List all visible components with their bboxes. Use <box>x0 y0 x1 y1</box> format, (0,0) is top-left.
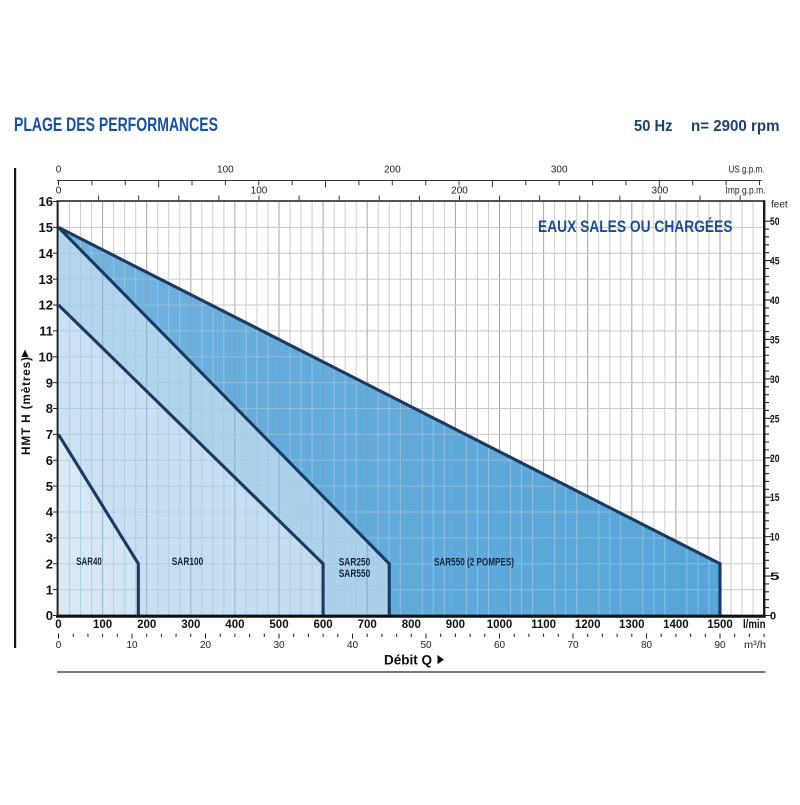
svg-text:200: 200 <box>451 186 468 197</box>
svg-text:2: 2 <box>46 556 53 571</box>
svg-text:8: 8 <box>46 401 53 416</box>
svg-text:Imp g.p.m.: Imp g.p.m. <box>726 186 766 197</box>
svg-text:11: 11 <box>39 324 53 339</box>
svg-text:SAR550 (2 POMPES): SAR550 (2 POMPES) <box>434 556 514 568</box>
svg-text:n= 2900 rpm: n= 2900 rpm <box>691 118 780 135</box>
svg-text:feet: feet <box>771 200 788 211</box>
svg-text:700: 700 <box>358 619 377 631</box>
svg-text:400: 400 <box>225 619 244 631</box>
svg-text:SAR250: SAR250 <box>339 556 371 568</box>
svg-text:60: 60 <box>494 640 506 651</box>
svg-text:HMT H (mètres): HMT H (mètres) <box>19 357 33 455</box>
svg-text:m³/h: m³/h <box>744 640 766 651</box>
svg-text:1200: 1200 <box>575 619 601 631</box>
svg-text:70: 70 <box>567 640 579 651</box>
svg-text:300: 300 <box>652 186 669 197</box>
svg-text:45: 45 <box>770 256 780 268</box>
svg-text:500: 500 <box>269 619 288 631</box>
svg-text:SAR100: SAR100 <box>172 556 204 568</box>
svg-text:35: 35 <box>770 335 780 347</box>
svg-text:16: 16 <box>39 194 53 209</box>
svg-text:0: 0 <box>56 165 62 176</box>
svg-text:100: 100 <box>93 619 112 631</box>
svg-text:6: 6 <box>46 453 53 468</box>
svg-text:300: 300 <box>181 619 200 631</box>
svg-text:0: 0 <box>56 640 62 651</box>
svg-text:10: 10 <box>39 349 53 364</box>
svg-text:90: 90 <box>714 640 726 651</box>
svg-text:1: 1 <box>46 582 53 597</box>
svg-text:US g.p.m.: US g.p.m. <box>729 165 765 176</box>
svg-text:800: 800 <box>402 619 421 631</box>
svg-text:100: 100 <box>217 165 234 176</box>
svg-text:9: 9 <box>46 375 53 390</box>
svg-text:50 Hz: 50 Hz <box>634 118 673 135</box>
svg-text:600: 600 <box>314 619 333 631</box>
svg-text:15: 15 <box>770 492 780 504</box>
svg-text:3: 3 <box>46 531 53 546</box>
svg-text:80: 80 <box>641 640 653 651</box>
svg-text:40: 40 <box>347 640 359 651</box>
svg-text:200: 200 <box>137 619 156 631</box>
svg-text:5: 5 <box>770 571 780 583</box>
svg-text:0: 0 <box>46 608 53 623</box>
svg-text:Débit Q: Débit Q <box>384 652 432 668</box>
svg-text:12: 12 <box>39 298 53 313</box>
svg-text:10: 10 <box>126 640 138 651</box>
svg-text:l/min: l/min <box>743 619 766 631</box>
svg-text:200: 200 <box>384 165 401 176</box>
svg-text:7: 7 <box>46 427 53 442</box>
svg-text:5: 5 <box>46 479 53 494</box>
svg-text:20: 20 <box>770 453 780 465</box>
svg-text:40: 40 <box>770 295 780 307</box>
svg-text:0: 0 <box>56 186 62 197</box>
svg-text:15: 15 <box>39 220 53 235</box>
svg-text:0: 0 <box>55 619 61 631</box>
svg-text:1400: 1400 <box>663 619 689 631</box>
svg-text:10: 10 <box>770 532 780 544</box>
svg-text:20: 20 <box>200 640 212 651</box>
svg-text:25: 25 <box>770 413 780 425</box>
svg-text:SAR550: SAR550 <box>339 568 371 580</box>
svg-text:1300: 1300 <box>619 619 645 631</box>
svg-text:50: 50 <box>420 640 432 651</box>
svg-text:300: 300 <box>551 165 568 176</box>
svg-text:900: 900 <box>446 619 465 631</box>
svg-text:100: 100 <box>251 186 268 197</box>
svg-text:13: 13 <box>39 272 53 287</box>
svg-text:SAR40: SAR40 <box>76 556 102 568</box>
svg-text:EAUX SALES OU CHARGÉES: EAUX SALES OU CHARGÉES <box>538 217 733 236</box>
svg-text:30: 30 <box>770 374 780 386</box>
svg-text:50: 50 <box>770 216 780 228</box>
svg-text:1000: 1000 <box>487 619 513 631</box>
svg-text:PLAGE DES PERFORMANCES: PLAGE DES PERFORMANCES <box>14 114 218 136</box>
svg-text:4: 4 <box>46 505 54 520</box>
svg-text:1500: 1500 <box>707 619 733 631</box>
svg-text:1100: 1100 <box>531 619 556 631</box>
svg-text:30: 30 <box>273 640 285 651</box>
svg-text:14: 14 <box>39 246 54 261</box>
svg-text:0: 0 <box>770 611 776 623</box>
